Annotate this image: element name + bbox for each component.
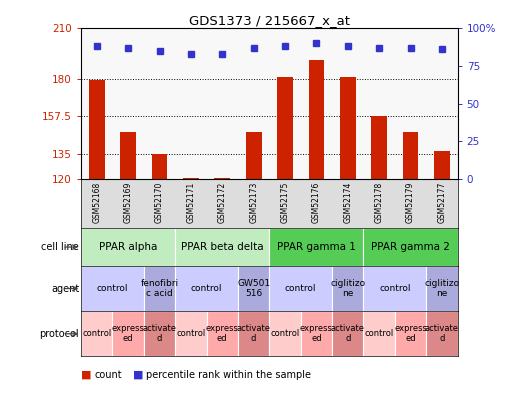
Bar	[363, 228, 458, 266]
Bar	[183, 177, 199, 179]
Bar	[434, 151, 450, 179]
Bar	[371, 116, 387, 179]
Text: ciglitizo
ne: ciglitizo ne	[424, 279, 460, 298]
Text: ■: ■	[81, 370, 92, 379]
Bar	[395, 311, 426, 356]
Text: GW501
516: GW501 516	[237, 279, 270, 298]
Text: express
ed: express ed	[300, 324, 333, 343]
Text: control: control	[191, 284, 222, 293]
Text: GSM52176: GSM52176	[312, 181, 321, 223]
Text: activate
d: activate d	[236, 324, 271, 343]
Bar	[332, 311, 363, 356]
Bar	[340, 77, 356, 179]
Text: control: control	[176, 329, 206, 338]
Bar	[207, 311, 238, 356]
Bar	[246, 132, 262, 179]
Text: control: control	[97, 284, 128, 293]
Bar	[309, 60, 324, 179]
Bar	[403, 132, 418, 179]
Text: GSM52168: GSM52168	[92, 181, 101, 223]
Text: ■: ■	[133, 370, 144, 379]
Bar	[269, 266, 332, 311]
Bar	[81, 266, 144, 311]
Bar	[175, 266, 238, 311]
Text: agent: agent	[51, 284, 79, 294]
Text: cell line: cell line	[41, 242, 79, 252]
Bar	[214, 177, 230, 179]
Bar	[301, 311, 332, 356]
Text: control: control	[379, 284, 411, 293]
Text: GSM52178: GSM52178	[374, 181, 384, 223]
Text: PPAR gamma 1: PPAR gamma 1	[277, 242, 356, 252]
Text: GSM52175: GSM52175	[280, 181, 290, 223]
Text: express
ed: express ed	[112, 324, 144, 343]
Text: control: control	[270, 329, 300, 338]
Text: GSM52171: GSM52171	[186, 181, 196, 223]
Text: percentile rank within the sample: percentile rank within the sample	[146, 370, 311, 379]
Text: control: control	[365, 329, 394, 338]
Text: express
ed: express ed	[206, 324, 238, 343]
Text: control: control	[82, 329, 111, 338]
Text: GSM52170: GSM52170	[155, 181, 164, 223]
Text: control: control	[285, 284, 316, 293]
Text: PPAR alpha: PPAR alpha	[99, 242, 157, 252]
Text: GSM52173: GSM52173	[249, 181, 258, 223]
Text: GSM52169: GSM52169	[123, 181, 133, 223]
Bar	[277, 77, 293, 179]
Text: PPAR gamma 2: PPAR gamma 2	[371, 242, 450, 252]
Bar	[175, 228, 269, 266]
Bar	[144, 266, 175, 311]
Text: GSM52177: GSM52177	[437, 181, 447, 223]
Bar	[144, 311, 175, 356]
Bar	[363, 311, 395, 356]
Bar	[89, 80, 105, 179]
Bar	[426, 311, 458, 356]
Text: GSM52179: GSM52179	[406, 181, 415, 223]
Bar	[81, 228, 175, 266]
Bar	[363, 266, 426, 311]
Bar	[112, 311, 144, 356]
Title: GDS1373 / 215667_x_at: GDS1373 / 215667_x_at	[189, 14, 350, 27]
Text: count: count	[94, 370, 122, 379]
Text: GSM52172: GSM52172	[218, 181, 227, 223]
Text: activate
d: activate d	[331, 324, 365, 343]
Text: activate
d: activate d	[142, 324, 177, 343]
Bar	[238, 311, 269, 356]
Text: protocol: protocol	[40, 329, 79, 339]
Bar	[152, 154, 167, 179]
Bar	[120, 132, 136, 179]
Text: GSM52174: GSM52174	[343, 181, 353, 223]
Text: ciglitizo
ne: ciglitizo ne	[330, 279, 366, 298]
Bar	[238, 266, 269, 311]
Text: activate
d: activate d	[425, 324, 459, 343]
Bar	[426, 266, 458, 311]
Bar	[269, 311, 301, 356]
Text: express
ed: express ed	[394, 324, 427, 343]
Bar	[175, 311, 207, 356]
Text: fenofibri
c acid: fenofibri c acid	[141, 279, 178, 298]
Text: PPAR beta delta: PPAR beta delta	[181, 242, 264, 252]
Bar	[81, 311, 112, 356]
Bar	[332, 266, 363, 311]
Bar	[269, 228, 363, 266]
